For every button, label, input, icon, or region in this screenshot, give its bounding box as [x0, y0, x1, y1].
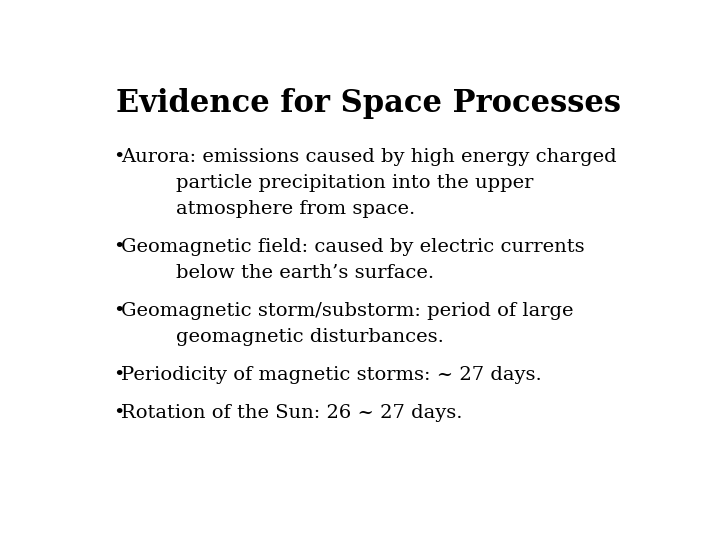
Text: Geomagnetic storm/substorm: period of large: Geomagnetic storm/substorm: period of la…	[121, 302, 573, 320]
Text: Evidence for Space Processes: Evidence for Space Processes	[117, 87, 621, 119]
Text: Geomagnetic field: caused by electric currents: Geomagnetic field: caused by electric cu…	[121, 238, 585, 256]
Text: •: •	[114, 404, 125, 422]
Text: particle precipitation into the upper: particle precipitation into the upper	[176, 174, 534, 192]
Text: •: •	[114, 302, 125, 320]
Text: •: •	[114, 148, 125, 166]
Text: geomagnetic disturbances.: geomagnetic disturbances.	[176, 328, 444, 346]
Text: Rotation of the Sun: 26 ~ 27 days.: Rotation of the Sun: 26 ~ 27 days.	[121, 404, 462, 422]
Text: •: •	[114, 366, 125, 384]
Text: atmosphere from space.: atmosphere from space.	[176, 199, 415, 218]
Text: Aurora: emissions caused by high energy charged: Aurora: emissions caused by high energy …	[121, 148, 616, 166]
Text: below the earth’s surface.: below the earth’s surface.	[176, 264, 435, 281]
Text: Periodicity of magnetic storms: ~ 27 days.: Periodicity of magnetic storms: ~ 27 day…	[121, 366, 541, 384]
Text: •: •	[114, 238, 125, 256]
